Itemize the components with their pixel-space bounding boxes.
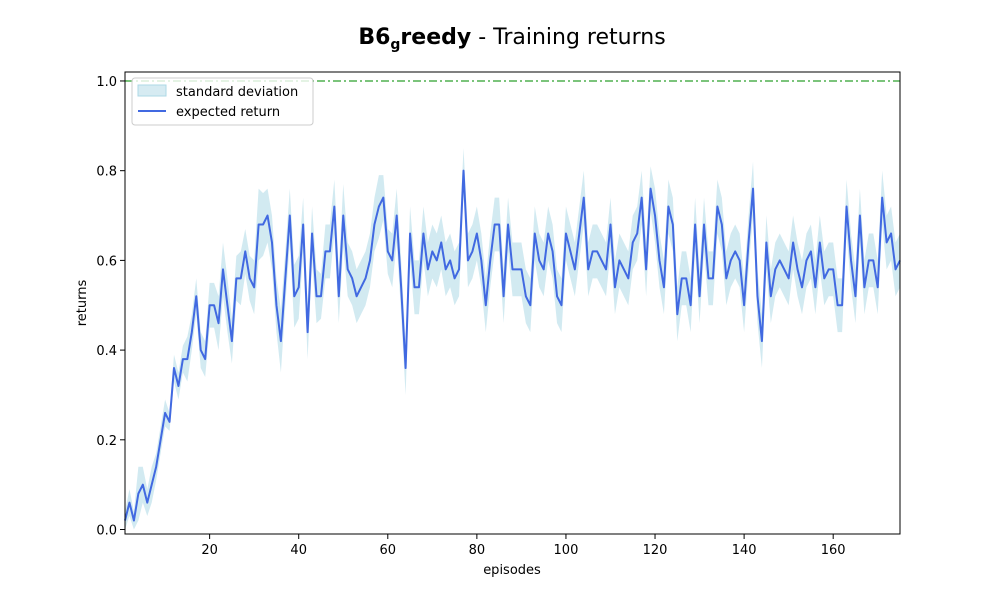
- chart-title-subscript: g: [390, 37, 400, 53]
- y-tick-label: 0.6: [96, 254, 117, 269]
- chart-title-bold-rest: reedy: [400, 25, 471, 50]
- x-tick-label: 80: [469, 543, 486, 558]
- y-tick-label: 0.0: [96, 524, 117, 539]
- chart-title-main: B6: [358, 25, 390, 50]
- x-tick-label: 140: [732, 543, 757, 558]
- x-tick-label: 40: [290, 543, 307, 558]
- x-tick-label: 160: [821, 543, 846, 558]
- plot-area: [124, 71, 901, 535]
- legend-label-standard-deviation: standard deviation: [176, 85, 298, 100]
- y-tick-label: 1.0: [96, 75, 117, 90]
- plot-frame: [124, 71, 901, 535]
- chart-title: B6greedy - Training returns: [358, 25, 665, 53]
- y-tick-label: 0.8: [96, 165, 117, 180]
- x-axis-ticks: 20 40 60 80 100 120 140 160: [201, 534, 846, 558]
- legend-label-expected-return: expected return: [176, 105, 280, 120]
- y-tick-label: 0.2: [96, 434, 117, 449]
- chart-title-rest: - Training returns: [471, 25, 665, 50]
- x-tick-label: 60: [380, 543, 397, 558]
- x-tick-label: 20: [201, 543, 218, 558]
- y-tick-label: 0.4: [96, 344, 117, 359]
- legend-swatch-standard-deviation: [137, 84, 167, 97]
- legend: standard deviation expected return: [131, 77, 314, 126]
- y-axis-ticks: 0.0 0.2 0.4 0.6 0.8 1.0: [96, 75, 125, 539]
- legend-frame: [131, 77, 314, 126]
- standard-deviation-band: [125, 148, 900, 530]
- expected-return-line: [124, 169, 901, 522]
- y-axis-label: returns: [75, 280, 90, 327]
- x-tick-label: 120: [643, 543, 668, 558]
- x-axis-label: episodes: [483, 563, 541, 578]
- x-tick-label: 100: [554, 543, 579, 558]
